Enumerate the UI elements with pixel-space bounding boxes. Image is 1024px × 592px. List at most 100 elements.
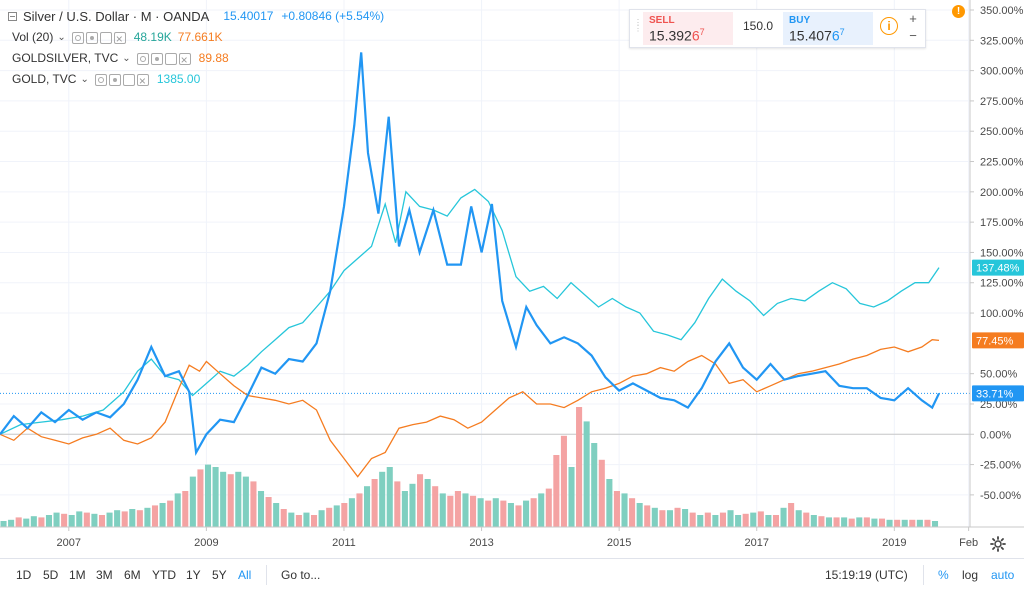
auto-toggle[interactable]: auto [991, 568, 1015, 582]
volume-bar [45, 515, 53, 527]
volume-bar [795, 510, 802, 527]
more-icon[interactable] [164, 52, 177, 65]
divider [266, 565, 267, 585]
minus-button[interactable]: − [909, 28, 917, 43]
x-tick-label: 2007 [57, 537, 81, 549]
buy-price: 15.40767 [789, 27, 845, 44]
volume-bar [651, 507, 658, 527]
volume-bar [53, 512, 60, 527]
vol-value1: 48.19K [133, 30, 172, 44]
y-tick-label: 325.00% [980, 35, 1024, 47]
timeframe-5y[interactable]: 5Y [212, 568, 227, 582]
volume-bar [159, 503, 166, 527]
log-toggle[interactable]: log [962, 568, 979, 582]
close-icon[interactable] [178, 50, 191, 71]
buy-label: BUY [789, 15, 811, 26]
timeframe-1y[interactable]: 1Y [186, 568, 201, 582]
volume-bar [83, 512, 90, 527]
volume-bar [515, 505, 522, 527]
chevron-down-icon[interactable]: ⌄ [80, 74, 89, 85]
timeframe-ytd[interactable]: YTD [152, 568, 176, 582]
x-tick-label: 2015 [607, 537, 631, 549]
volume-bar [30, 516, 37, 527]
volume-bar [833, 517, 840, 527]
volume-bar [909, 519, 916, 527]
volume-bar [303, 512, 310, 527]
value-marker [972, 385, 1024, 402]
volume-bar [348, 498, 355, 527]
timeframe-1m[interactable]: 1M [69, 568, 86, 582]
volume-bar [273, 503, 280, 527]
close-icon[interactable] [113, 29, 126, 50]
timeframe-3m[interactable]: 3M [96, 568, 113, 582]
volume-bar [394, 481, 401, 527]
volume-bar [227, 474, 234, 527]
collapse-icon[interactable] [8, 12, 17, 21]
symbol-price: 15.40017 [223, 9, 274, 23]
x-tick-label: 2017 [744, 537, 768, 549]
buy-button[interactable]: BUY 15.40767 [783, 12, 873, 45]
gold-name[interactable]: GOLD, TVC [12, 72, 77, 86]
volume-bar [492, 498, 499, 527]
gear-icon[interactable] [108, 73, 121, 86]
timeframe-all[interactable]: All [238, 568, 252, 582]
volume-bar [114, 510, 121, 527]
volume-bar [15, 517, 22, 527]
volume-bar [568, 467, 575, 527]
alert-icon[interactable]: ! [952, 5, 965, 18]
volume-bar [356, 493, 363, 527]
volume-bar [318, 510, 325, 527]
gear-icon[interactable] [990, 536, 1006, 552]
utc-clock[interactable]: 15:19:19 (UTC) [825, 568, 908, 582]
info-icon[interactable]: i [880, 17, 898, 35]
volume-bar [500, 500, 507, 527]
eye-icon[interactable] [71, 31, 84, 44]
more-icon[interactable] [99, 31, 112, 44]
y-tick-label: 100.00% [980, 308, 1024, 320]
volume-bar [757, 511, 764, 527]
y-tick-label: 0.00% [980, 429, 1011, 441]
volume-bar [265, 497, 272, 527]
goldsilver-name[interactable]: GOLDSILVER, TVC [12, 51, 119, 65]
more-icon[interactable] [122, 73, 135, 86]
y-axis: 350.00% 325.00% 300.00% 275.00% 250.00% 225.0… [969, 0, 1024, 527]
chart-area[interactable]: 350.00% 325.00% 300.00% 275.00% 250.00% 225.0… [0, 0, 1024, 558]
vol-name[interactable]: Vol (20) [12, 30, 54, 44]
volume-bar [719, 512, 727, 527]
goto-button[interactable]: Go to... [281, 568, 321, 582]
plus-button[interactable]: + [909, 11, 917, 26]
volume-bar [144, 507, 151, 527]
volume-bar [326, 507, 333, 527]
y-tick-label: 150.00% [980, 247, 1024, 259]
volume-bar [697, 515, 704, 527]
gear-icon[interactable] [85, 31, 98, 44]
volume-bar [174, 493, 181, 527]
eye-icon[interactable] [94, 73, 107, 86]
y-tick-label: 125.00% [980, 278, 1024, 290]
series-layer [0, 52, 970, 478]
volume-bar [212, 467, 219, 527]
volume-bar [863, 517, 870, 527]
quantity-field[interactable]: 150.0 [742, 19, 774, 33]
chevron-down-icon[interactable]: ⌄ [122, 53, 131, 64]
x-axis: 2007 2009 2011 2013 2015 2017 2019 Feb [0, 526, 1024, 549]
y-tick-label: -50.00% [980, 490, 1021, 502]
timeframe-1d[interactable]: 1D [16, 568, 32, 582]
volume-bar [151, 505, 159, 527]
sell-price: 15.39267 [649, 27, 705, 44]
bottom-toolbar: 1D 5D 1M 3M 6M YTD 1Y 5Y All Go to... 15… [0, 558, 1024, 592]
close-icon[interactable] [136, 71, 149, 92]
sell-button[interactable]: SELL 15.39267 [643, 12, 733, 45]
timeframe-5d[interactable]: 5D [43, 568, 59, 582]
eye-icon[interactable] [136, 52, 149, 65]
chevron-down-icon[interactable]: ⌄ [57, 32, 66, 43]
volume-bar [780, 507, 787, 527]
drag-handle-icon[interactable]: ⋮ ⋮ [634, 18, 642, 33]
volume-bar [204, 464, 212, 527]
symbol-title[interactable]: Silver / U.S. Dollar · M · OANDA [23, 9, 210, 24]
volume-bar [666, 510, 673, 527]
percent-toggle[interactable]: % [938, 568, 949, 582]
gear-icon[interactable] [150, 52, 163, 65]
volume-bar [810, 515, 817, 527]
timeframe-6m[interactable]: 6M [124, 568, 141, 582]
